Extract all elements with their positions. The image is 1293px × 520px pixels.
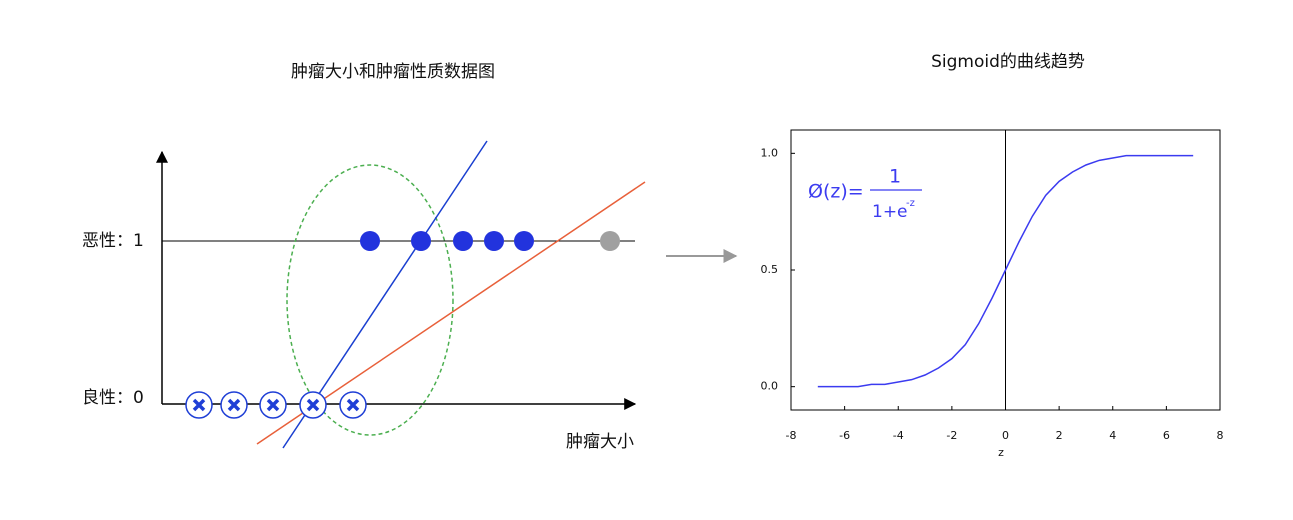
point xyxy=(514,231,534,251)
x-point xyxy=(299,391,327,419)
x-point xyxy=(220,391,248,419)
x-tick-label: -4 xyxy=(893,429,904,442)
x-tick-label: 6 xyxy=(1163,429,1170,442)
benign-label: 良性：0 xyxy=(82,388,144,408)
x-tick-label: 4 xyxy=(1109,429,1116,442)
malignant-points xyxy=(360,231,534,251)
diagram-title: 肿瘤大小和肿瘤性质数据图 xyxy=(291,62,495,82)
x-point xyxy=(185,391,213,419)
formula-denominator: 1+e xyxy=(872,202,908,222)
dashed-ellipse xyxy=(286,164,454,436)
point xyxy=(453,231,473,251)
x-axis-label: 肿瘤大小 xyxy=(566,432,634,452)
y-tick-label: 0.0 xyxy=(761,380,779,393)
x-tick-label: -6 xyxy=(839,429,850,442)
chart-title: Sigmoid的曲线趋势 xyxy=(931,52,1085,72)
benign-points xyxy=(185,391,367,419)
x-tick-label: 8 xyxy=(1217,429,1224,442)
formula-lhs: Ø(z)= xyxy=(808,181,864,203)
x-tick-label: 0 xyxy=(1002,429,1009,442)
x-tick-label: -8 xyxy=(786,429,797,442)
y-tick-label: 0.5 xyxy=(761,263,779,276)
formula-exponent: -z xyxy=(906,198,915,209)
point xyxy=(484,231,504,251)
x-tick-label: 2 xyxy=(1056,429,1063,442)
x-point xyxy=(339,391,367,419)
malignant-label: 恶性：1 xyxy=(82,231,144,251)
y-tick-label: 1.0 xyxy=(761,146,779,159)
x-point xyxy=(259,391,287,419)
point xyxy=(411,231,431,251)
point xyxy=(360,231,380,251)
x-tick-label: -2 xyxy=(946,429,957,442)
sigmoid-curve xyxy=(817,154,1194,388)
outlier-point xyxy=(600,231,620,251)
formula-numerator: 1 xyxy=(889,166,901,188)
x-axis-label: z xyxy=(998,446,1004,459)
